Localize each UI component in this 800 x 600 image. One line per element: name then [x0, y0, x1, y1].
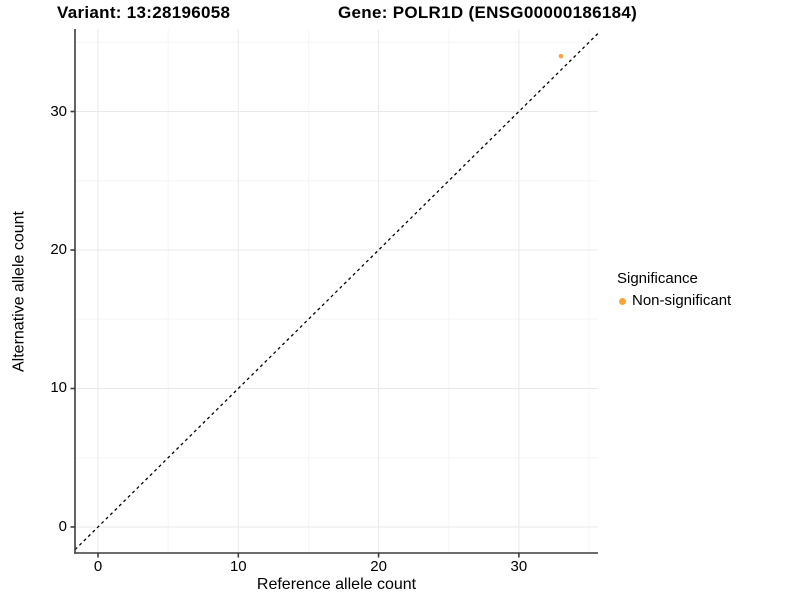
y-tick-label: 10: [50, 379, 67, 397]
plot-title-gene: Gene: POLR1D (ENSG00000186184): [338, 3, 638, 22]
legend: Significance Non-significant: [617, 269, 731, 310]
y-tick-label: 30: [50, 102, 67, 120]
y-axis-title: Alternative allele count: [10, 211, 28, 372]
x-tick-label: 30: [510, 558, 528, 575]
x-axis-title: Reference allele count: [256, 576, 417, 593]
identity-dashed-line: [74, 32, 599, 551]
legend-key-dot-icon: [619, 297, 626, 305]
data-point: [558, 53, 564, 59]
legend-items: Non-significant: [617, 292, 731, 310]
y-tick-label: 0: [58, 517, 67, 535]
x-tick-label: 20: [370, 558, 387, 575]
legend-item-label: Non-significant: [632, 292, 732, 309]
legend-title: Significance: [617, 270, 698, 287]
plot-title-variant: Variant: 13:28196058: [57, 3, 231, 22]
x-tick-label: 10: [229, 558, 247, 575]
legend-item: Non-significant: [617, 292, 731, 310]
y-tick-label: 20: [50, 241, 67, 258]
x-tick-label: 0: [93, 558, 103, 575]
